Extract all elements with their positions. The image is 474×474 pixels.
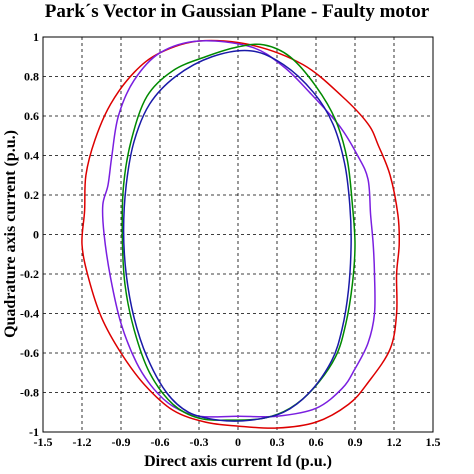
y-tick-label: 0: [33, 228, 39, 242]
data-series-curve-1: [81, 39, 401, 429]
data-curves: [81, 39, 401, 429]
y-tick-label: -1: [29, 425, 39, 439]
x-tick-label: 1.2: [387, 435, 402, 449]
y-tick-label: 0.4: [24, 149, 39, 163]
y-tick-label: 1: [33, 30, 39, 44]
x-tick-label: 0.9: [348, 435, 363, 449]
y-tick-label: 0.6: [24, 109, 39, 123]
y-tick-label: -0.6: [20, 346, 39, 360]
x-tick-label: 0.6: [309, 435, 324, 449]
grid-lines: [43, 37, 433, 432]
y-axis-label: Quadrature axis current (p.u.): [2, 130, 19, 338]
data-series-curve-2: [101, 39, 376, 418]
x-tick-label: -0.9: [112, 435, 131, 449]
y-tick-label: 0.8: [24, 70, 39, 84]
y-tick-label: -0.2: [20, 267, 39, 281]
y-tick-label: -0.8: [20, 386, 39, 400]
x-tick-labels: -1.5 -1.2 -0.9 -0.6 -0.3 0 0.3 0.6 0.9 1.2 1.5: [34, 435, 441, 449]
x-tick-label: -0.6: [151, 435, 170, 449]
x-tick-label: 1.5: [426, 435, 441, 449]
x-axis-label: Direct axis current Id (p.u.): [144, 453, 332, 470]
x-tick-label: 0: [235, 435, 241, 449]
y-tick-label: -0.4: [20, 307, 39, 321]
x-tick-label: -0.3: [190, 435, 209, 449]
y-tick-label: 0.2: [24, 188, 39, 202]
y-tick-labels: -1 -0.8 -0.6 -0.4 -0.2 0 0.2 0.4 0.6 0.8 1: [20, 30, 39, 439]
x-tick-label: 0.3: [270, 435, 285, 449]
x-tick-label: -1.5: [34, 435, 53, 449]
data-series-curve-3: [121, 43, 356, 421]
plot-frame: [42, 36, 434, 433]
data-series-curve-4: [122, 49, 352, 422]
chart-title: Park´s Vector in Gaussian Plane - Faulty…: [45, 1, 430, 22]
x-tick-label: -1.2: [73, 435, 92, 449]
